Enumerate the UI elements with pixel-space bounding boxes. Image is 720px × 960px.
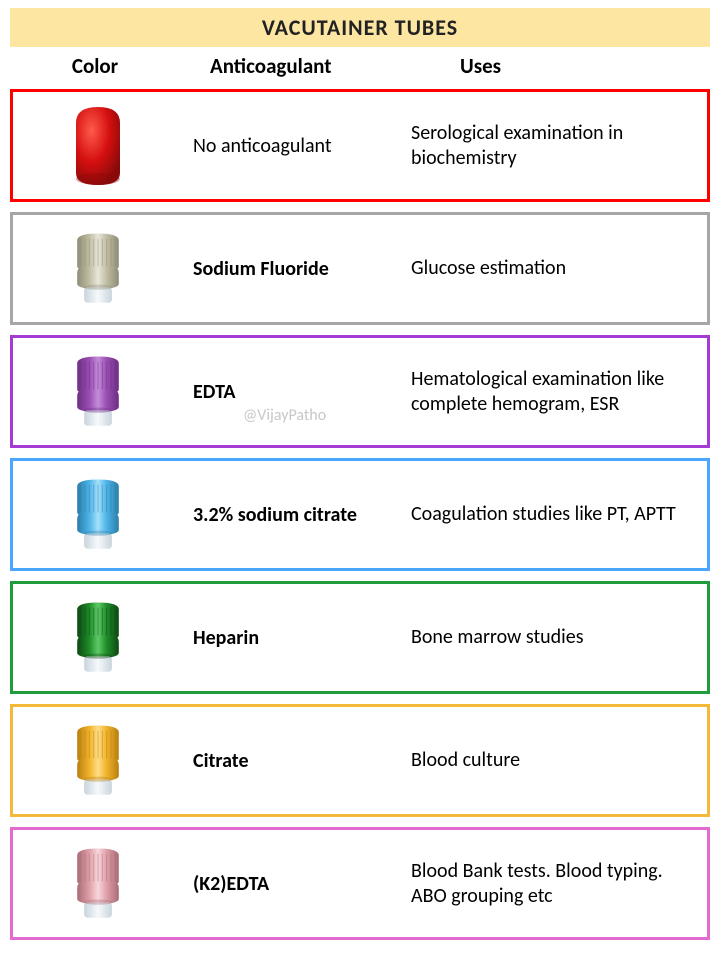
anticoagulant-label: Heparin <box>183 626 403 650</box>
tube-cap-icon <box>62 101 134 191</box>
tube-row: (K2)EDTABlood Bank tests. Blood typing. … <box>10 827 710 940</box>
tube-cap-icon <box>66 230 130 308</box>
tube-row: No anticoagulantSerological examination … <box>10 89 710 202</box>
anticoagulant-label: No anticoagulant <box>183 134 403 158</box>
watermark: @VijayPatho <box>243 406 326 425</box>
tube-row: EDTAHematological examination like compl… <box>10 335 710 448</box>
tube-color-cell <box>13 836 183 931</box>
anticoagulant-label: 3.2% sodium citrate <box>183 503 403 527</box>
tube-row: CitrateBlood culture <box>10 704 710 817</box>
tube-row: Sodium FluorideGlucose estimation <box>10 212 710 325</box>
tube-cap-icon <box>66 722 130 800</box>
tube-cap-icon <box>66 476 130 554</box>
uses-label: Coagulation studies like PT, APTT <box>403 502 701 527</box>
anticoagulant-label: Citrate <box>183 749 403 773</box>
uses-label: Blood culture <box>403 748 701 773</box>
anticoagulant-label: Sodium Fluoride <box>183 257 403 281</box>
tube-color-cell <box>13 467 183 562</box>
tube-cap-icon <box>66 353 130 431</box>
tube-cap-icon <box>66 599 130 677</box>
uses-label: Blood Bank tests. Blood typing. ABO grou… <box>403 859 701 909</box>
uses-label: Hematological examination like complete … <box>403 367 701 417</box>
column-headers: Color Anticoagulant Uses <box>10 47 710 89</box>
tube-color-cell <box>13 221 183 316</box>
anticoagulant-label: EDTA <box>183 380 403 404</box>
tube-cap-icon <box>66 845 130 923</box>
uses-label: Serological examination in biochemistry <box>403 121 701 171</box>
page-title: VACUTAINER TUBES <box>10 8 710 47</box>
uses-label: Glucose estimation <box>403 256 701 281</box>
tube-color-cell <box>13 590 183 685</box>
tube-color-cell <box>13 98 183 193</box>
tube-color-cell <box>13 344 183 439</box>
header-anticoag: Anticoagulant <box>180 53 440 79</box>
header-uses: Uses <box>440 53 710 79</box>
tube-row: 3.2% sodium citrateCoagulation studies l… <box>10 458 710 571</box>
uses-label: Bone marrow studies <box>403 625 701 650</box>
header-color: Color <box>10 53 180 79</box>
tube-row: HeparinBone marrow studies <box>10 581 710 694</box>
anticoagulant-label: (K2)EDTA <box>183 872 403 896</box>
tube-color-cell <box>13 713 183 808</box>
